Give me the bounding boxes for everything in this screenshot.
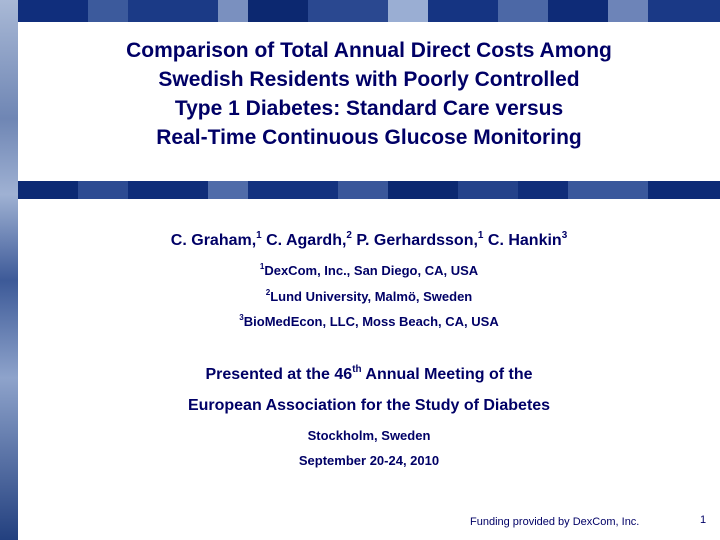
title-line: Type 1 Diabetes: Standard Care versus [174, 97, 564, 120]
author-name: C. Graham, [170, 232, 257, 249]
author-affiliation-mark: 2 [346, 230, 352, 242]
author-name: C. Agardh, [266, 232, 347, 249]
affiliation-text: DexCom, Inc., San Diego, CA, USA [264, 263, 479, 278]
author-affiliation-mark: 3 [561, 230, 568, 242]
funding-note: Funding provided by DexCom, Inc. [470, 516, 640, 528]
title-line: Swedish Residents with Poorly Controlled [158, 68, 580, 91]
author-name: C. Hankin [487, 232, 562, 249]
presented-suffix: Annual Meeting of the [361, 366, 533, 383]
middle-decorative-band [18, 181, 720, 199]
conference-dates: September 20-24, 2010 [298, 453, 440, 468]
author-affiliation-mark: 1 [477, 230, 484, 242]
slide-title: Comparison of Total Annual Direct Costs … [18, 36, 720, 152]
slide-number: 1 [700, 514, 707, 526]
author-line: C. Graham,1 C. Agardh,2 P. Gerhardsson,1… [18, 230, 720, 250]
ordinal-suffix: th [352, 364, 362, 376]
presented-prefix: Presented at the 46 [205, 366, 353, 383]
affiliation-2: 2Lund University, Malmö, Sweden [18, 289, 720, 304]
title-line: Real-Time Continuous Glucose Monitoring [156, 126, 582, 149]
top-decorative-band [18, 0, 720, 22]
affiliation-text: Lund University, Malmö, Sweden [270, 289, 473, 304]
author-affiliation-mark: 1 [256, 230, 262, 242]
presented-line: Presented at the 46th Annual Meeting of … [18, 364, 720, 384]
title-line: Comparison of Total Annual Direct Costs … [126, 39, 612, 62]
affiliation-3: 3BioMedEcon, LLC, Moss Beach, CA, USA [18, 314, 720, 329]
conference-name: European Association for the Study of Di… [187, 397, 551, 414]
left-decorative-strip [0, 0, 18, 540]
conference-location: Stockholm, Sweden [307, 428, 431, 443]
affiliation-mark: 3 [239, 313, 244, 323]
affiliation-1: 1DexCom, Inc., San Diego, CA, USA [18, 263, 720, 278]
affiliation-mark: 1 [259, 262, 265, 272]
affiliation-text: BioMedEcon, LLC, Moss Beach, CA, USA [243, 314, 499, 329]
author-name: P. Gerhardsson, [356, 232, 478, 249]
affiliation-mark: 2 [265, 288, 271, 298]
